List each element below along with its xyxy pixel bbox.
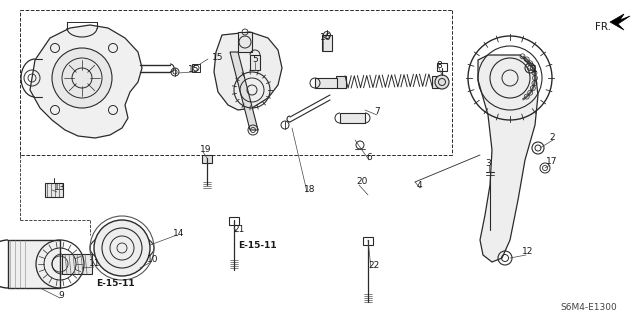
Bar (192, 64, 200, 72)
Text: 15: 15 (212, 53, 223, 62)
Text: S6M4-E1300: S6M4-E1300 (560, 303, 617, 313)
Text: FR.: FR. (595, 22, 611, 32)
Text: 14: 14 (173, 228, 184, 238)
Polygon shape (610, 14, 630, 30)
Text: 18: 18 (304, 184, 316, 194)
Circle shape (435, 75, 449, 89)
Text: 20: 20 (356, 177, 367, 187)
Polygon shape (214, 32, 282, 110)
Text: 10: 10 (147, 255, 159, 263)
Text: 7: 7 (374, 108, 380, 116)
Text: 9: 9 (58, 291, 64, 300)
Bar (62, 254, 92, 274)
Bar (250, 55, 260, 70)
Polygon shape (30, 25, 142, 138)
Bar (340, 113, 365, 123)
Text: 12: 12 (522, 248, 533, 256)
Text: 4: 4 (417, 182, 422, 190)
Bar (437, 63, 447, 71)
Bar (363, 237, 373, 245)
Bar (238, 32, 252, 52)
Text: E-15-11: E-15-11 (238, 241, 276, 250)
Bar (315, 78, 337, 88)
Bar (45, 183, 63, 197)
Bar (322, 35, 332, 51)
Text: 3: 3 (485, 159, 491, 167)
Bar (8, 240, 60, 288)
Text: 16: 16 (320, 33, 332, 41)
Text: 17: 17 (546, 158, 557, 167)
Text: 21: 21 (233, 225, 244, 234)
Polygon shape (230, 52, 258, 130)
Text: 5: 5 (252, 55, 258, 63)
Circle shape (52, 48, 112, 108)
Text: 8: 8 (436, 61, 442, 70)
Text: 2: 2 (549, 132, 555, 142)
Text: 1: 1 (532, 65, 538, 75)
Text: 13: 13 (54, 183, 65, 192)
Bar (336, 76, 346, 88)
Text: 22: 22 (368, 261, 380, 270)
Bar (202, 155, 212, 163)
Text: 19: 19 (200, 145, 211, 153)
Text: 11: 11 (89, 259, 100, 269)
Text: 15: 15 (188, 64, 200, 73)
Bar (229, 217, 239, 225)
Text: 6: 6 (366, 153, 372, 162)
Text: E-15-11: E-15-11 (96, 278, 134, 287)
Circle shape (94, 220, 150, 276)
Bar (432, 76, 442, 88)
Polygon shape (478, 55, 538, 262)
